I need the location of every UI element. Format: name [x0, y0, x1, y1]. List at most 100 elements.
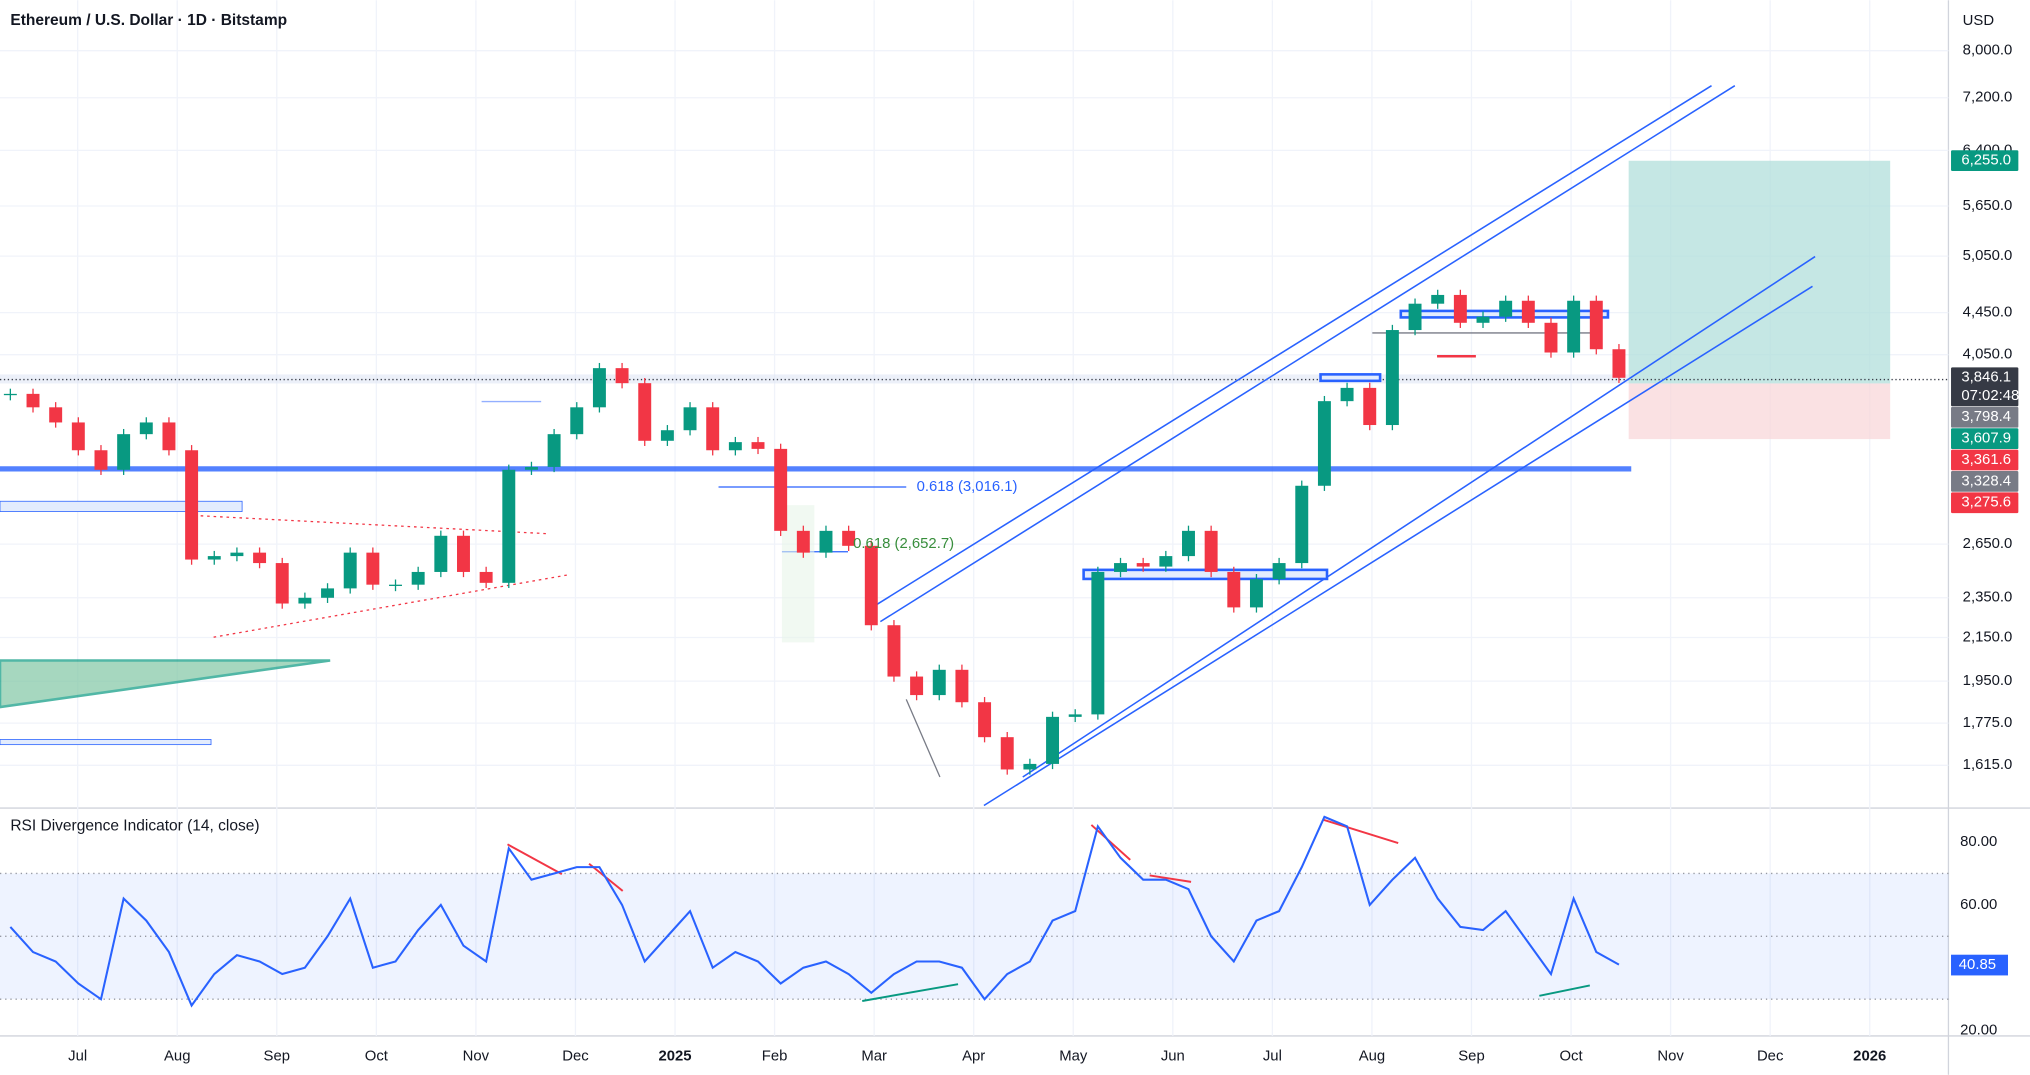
price-tag [1951, 470, 2019, 492]
triangle-drawing [0, 659, 331, 709]
countdown: 07:02:48 [1961, 388, 2019, 404]
long-target-zone [1628, 160, 1891, 384]
candle [570, 407, 584, 435]
candle [819, 530, 833, 553]
y-tick-label: 20.00 [1960, 1023, 1997, 1039]
divergence [507, 843, 563, 875]
candle [955, 669, 969, 703]
price-tag [1951, 406, 2019, 428]
candle [389, 584, 402, 586]
y-tick-label: 1,615.0 [1963, 757, 2013, 773]
currency-label: USD [1963, 13, 1995, 29]
candle [910, 676, 924, 696]
wedge-line [194, 514, 547, 535]
x-tick-label: Dec [562, 1049, 589, 1065]
price-tag [1951, 492, 2019, 514]
x-tick-label: Mar [861, 1049, 887, 1065]
x-tick-label: Apr [962, 1049, 985, 1065]
y-tick-label: 7,200.0 [1963, 90, 2013, 106]
x-tick-label: Feb [762, 1049, 788, 1065]
candle [1567, 300, 1581, 353]
zone [1319, 373, 1382, 383]
y-tick-label: 5,050.0 [1963, 248, 2013, 264]
candle [275, 563, 289, 604]
x-tick-label: May [1059, 1049, 1088, 1065]
candle [1000, 737, 1014, 770]
candle [1453, 294, 1467, 323]
y-tick-label: 1,950.0 [1963, 673, 2013, 689]
x-tick-label: Jun [1161, 1049, 1185, 1065]
x-tick-label: Oct [365, 1049, 389, 1065]
candle [1544, 322, 1558, 353]
channel-line [1022, 255, 1816, 778]
candle [457, 535, 470, 572]
channel-line [983, 285, 1813, 807]
x-tick-label: 2026 [1853, 1049, 1886, 1065]
candle [1363, 387, 1377, 426]
candle [796, 530, 810, 553]
price-tag-label: 3,798.4 [1961, 409, 2011, 425]
y-tick-label: 80.00 [1960, 834, 1997, 850]
x-tick-label: Sep [264, 1049, 290, 1065]
candle [321, 588, 335, 598]
price-tag [1951, 367, 2019, 407]
candle [1521, 300, 1535, 323]
candle [343, 552, 357, 589]
divergence [1539, 984, 1591, 997]
candle [1159, 556, 1173, 567]
candle [1136, 563, 1150, 567]
candle [502, 469, 516, 583]
candle [162, 422, 176, 451]
candle [26, 393, 40, 408]
rsi-title: RSI Divergence Indicator (14, close) [10, 817, 259, 834]
channel-line [879, 85, 1736, 623]
zone [781, 505, 815, 643]
candle [774, 448, 788, 531]
candle [71, 422, 85, 451]
candle [1499, 300, 1513, 317]
candle [660, 430, 674, 441]
fib-label: 0.618 (3,016.1) [917, 479, 1018, 495]
rsi-line [9, 815, 1620, 1008]
candle [932, 669, 946, 696]
x-tick-label: Aug [164, 1049, 190, 1065]
zone [0, 374, 1629, 384]
candle [1046, 716, 1060, 764]
candle [3, 393, 17, 396]
chart-title: Ethereum / U.S. Dollar · 1D · Bitstamp [10, 12, 287, 29]
candle [1317, 401, 1331, 486]
candle [117, 434, 131, 470]
drawings [0, 85, 1949, 807]
price-tag-label: 6,255.0 [1961, 153, 2011, 169]
rsi-band-group [0, 872, 1949, 1000]
candle [751, 442, 765, 449]
price-tag [1951, 449, 2019, 471]
x-tick-label: Oct [1559, 1049, 1583, 1065]
divergence [862, 983, 959, 1002]
price-tag [1951, 150, 2019, 171]
candle [1023, 763, 1037, 770]
y-tick-label: 5,650.0 [1963, 198, 2013, 214]
candle [615, 368, 629, 384]
candle [1612, 349, 1626, 378]
zone [0, 739, 212, 746]
candle [842, 530, 856, 546]
price-tag-label: 3,607.9 [1961, 431, 2011, 447]
candle [479, 571, 493, 583]
y-tick-label: 8,000.0 [1963, 43, 2013, 59]
candle [1182, 530, 1195, 557]
trend-line [905, 699, 941, 778]
candle [1204, 530, 1218, 572]
candle [1091, 571, 1105, 715]
candle [253, 552, 267, 564]
price-tag [1951, 428, 2019, 449]
candle [139, 422, 153, 435]
candle [592, 368, 606, 408]
y-tick-label: 2,350.0 [1963, 590, 2013, 606]
y-tick-label: 1,775.0 [1963, 715, 2013, 731]
long-stop-zone [1628, 383, 1891, 440]
fib-label: 0.618 (2,652.7) [853, 536, 954, 552]
divergence [1149, 874, 1192, 883]
